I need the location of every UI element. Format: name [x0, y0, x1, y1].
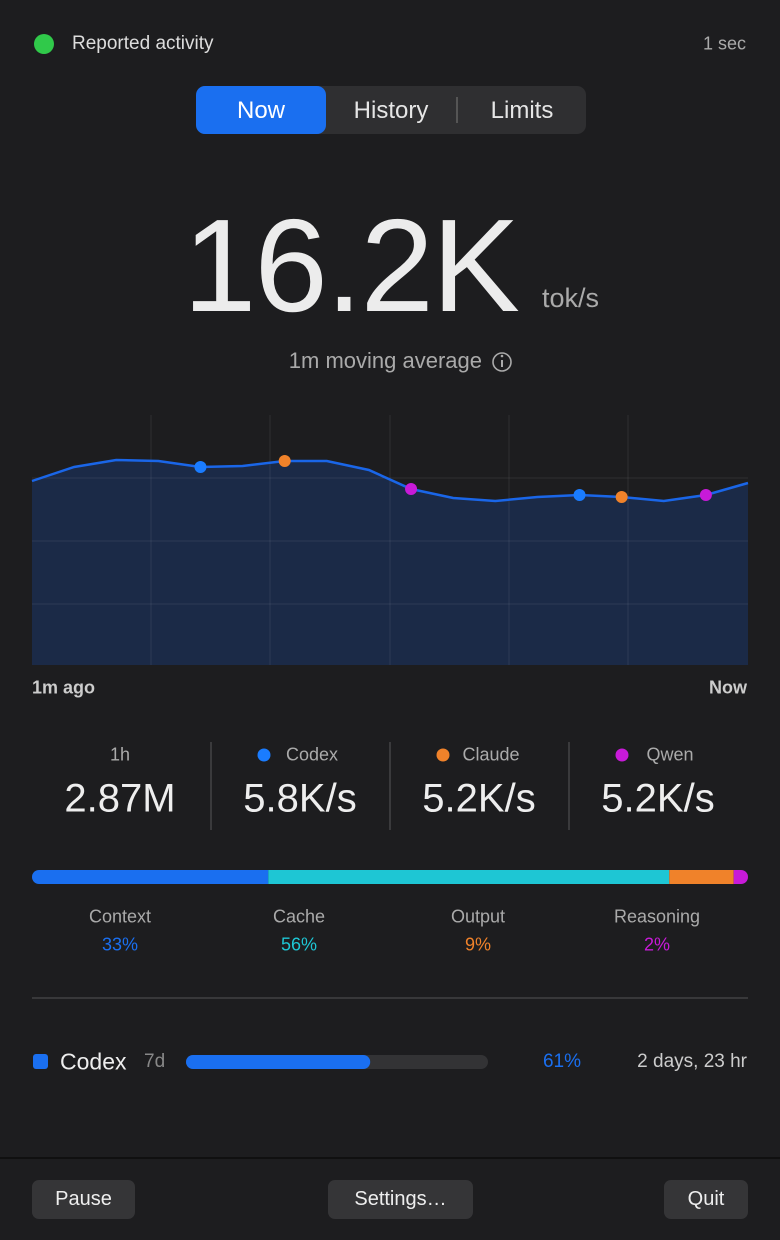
status-label: Reported activity [72, 33, 214, 54]
breakdown-segment [32, 870, 269, 884]
limit-fill [186, 1055, 371, 1069]
source-marker [615, 491, 628, 503]
breakdown-label: Context [88, 906, 152, 927]
tab[interactable]: Now [236, 97, 286, 124]
stat-label: Codex [285, 744, 339, 765]
limit-swatch [33, 1054, 48, 1069]
stat-value: 2.87M [64, 776, 176, 821]
breakdown-label: Output [450, 906, 506, 927]
tab[interactable]: Limits [490, 97, 554, 124]
breakdown-segment [268, 870, 670, 884]
button[interactable]: Settings… [328, 1180, 473, 1219]
rate-unit: tok/s [542, 283, 600, 313]
line [31, 458, 749, 503]
breakdown-label: Cache [272, 906, 326, 927]
breakdown-segment [733, 870, 748, 884]
limit-percent: 61% [542, 1051, 581, 1072]
stat-label: 1h [109, 744, 131, 765]
button[interactable]: Quit [664, 1180, 748, 1219]
stat-dot [436, 748, 450, 762]
source-marker [405, 483, 418, 495]
tab[interactable]: History [353, 97, 429, 124]
stat-value: 5.2K/s [601, 776, 715, 821]
stat-dot [257, 748, 271, 762]
status-dot [34, 34, 54, 54]
activity-chart [31, 415, 749, 665]
info-icon [492, 352, 512, 372]
breakdown-value: 33% [101, 934, 139, 955]
breakdown-value: 56% [280, 934, 318, 955]
x-label: 1m ago [32, 677, 96, 698]
x-label: Now [709, 677, 747, 698]
rate-caption: 1m moving average [288, 348, 482, 373]
stat-label: Claude [462, 744, 520, 765]
stat-label: Qwen [646, 744, 694, 765]
button[interactable]: Pause [32, 1180, 135, 1219]
stat-value: 5.2K/s [422, 776, 536, 821]
rate-value: 16.2K [183, 192, 520, 339]
area-fill [32, 460, 748, 665]
limit-name: Codex [60, 1048, 127, 1075]
source-marker [194, 461, 207, 473]
breakdown-value: 9% [464, 934, 492, 955]
status-age: 1 sec [702, 33, 746, 54]
limits [33, 1054, 488, 1069]
limit-reset: 2 days, 23 hr [637, 1051, 747, 1072]
breakdown-value: 2% [643, 934, 671, 955]
breakdown-label: Reasoning [613, 906, 701, 927]
stat-value: 5.8K/s [243, 776, 357, 821]
source-marker [573, 489, 586, 501]
source-marker [278, 455, 291, 467]
breakdown-segment [669, 870, 734, 884]
stat-dot [615, 748, 629, 762]
limit-period: 7d [144, 1051, 166, 1072]
source-marker [699, 489, 712, 501]
active-tab-bg [196, 86, 326, 134]
breakdown-bar [32, 870, 748, 884]
